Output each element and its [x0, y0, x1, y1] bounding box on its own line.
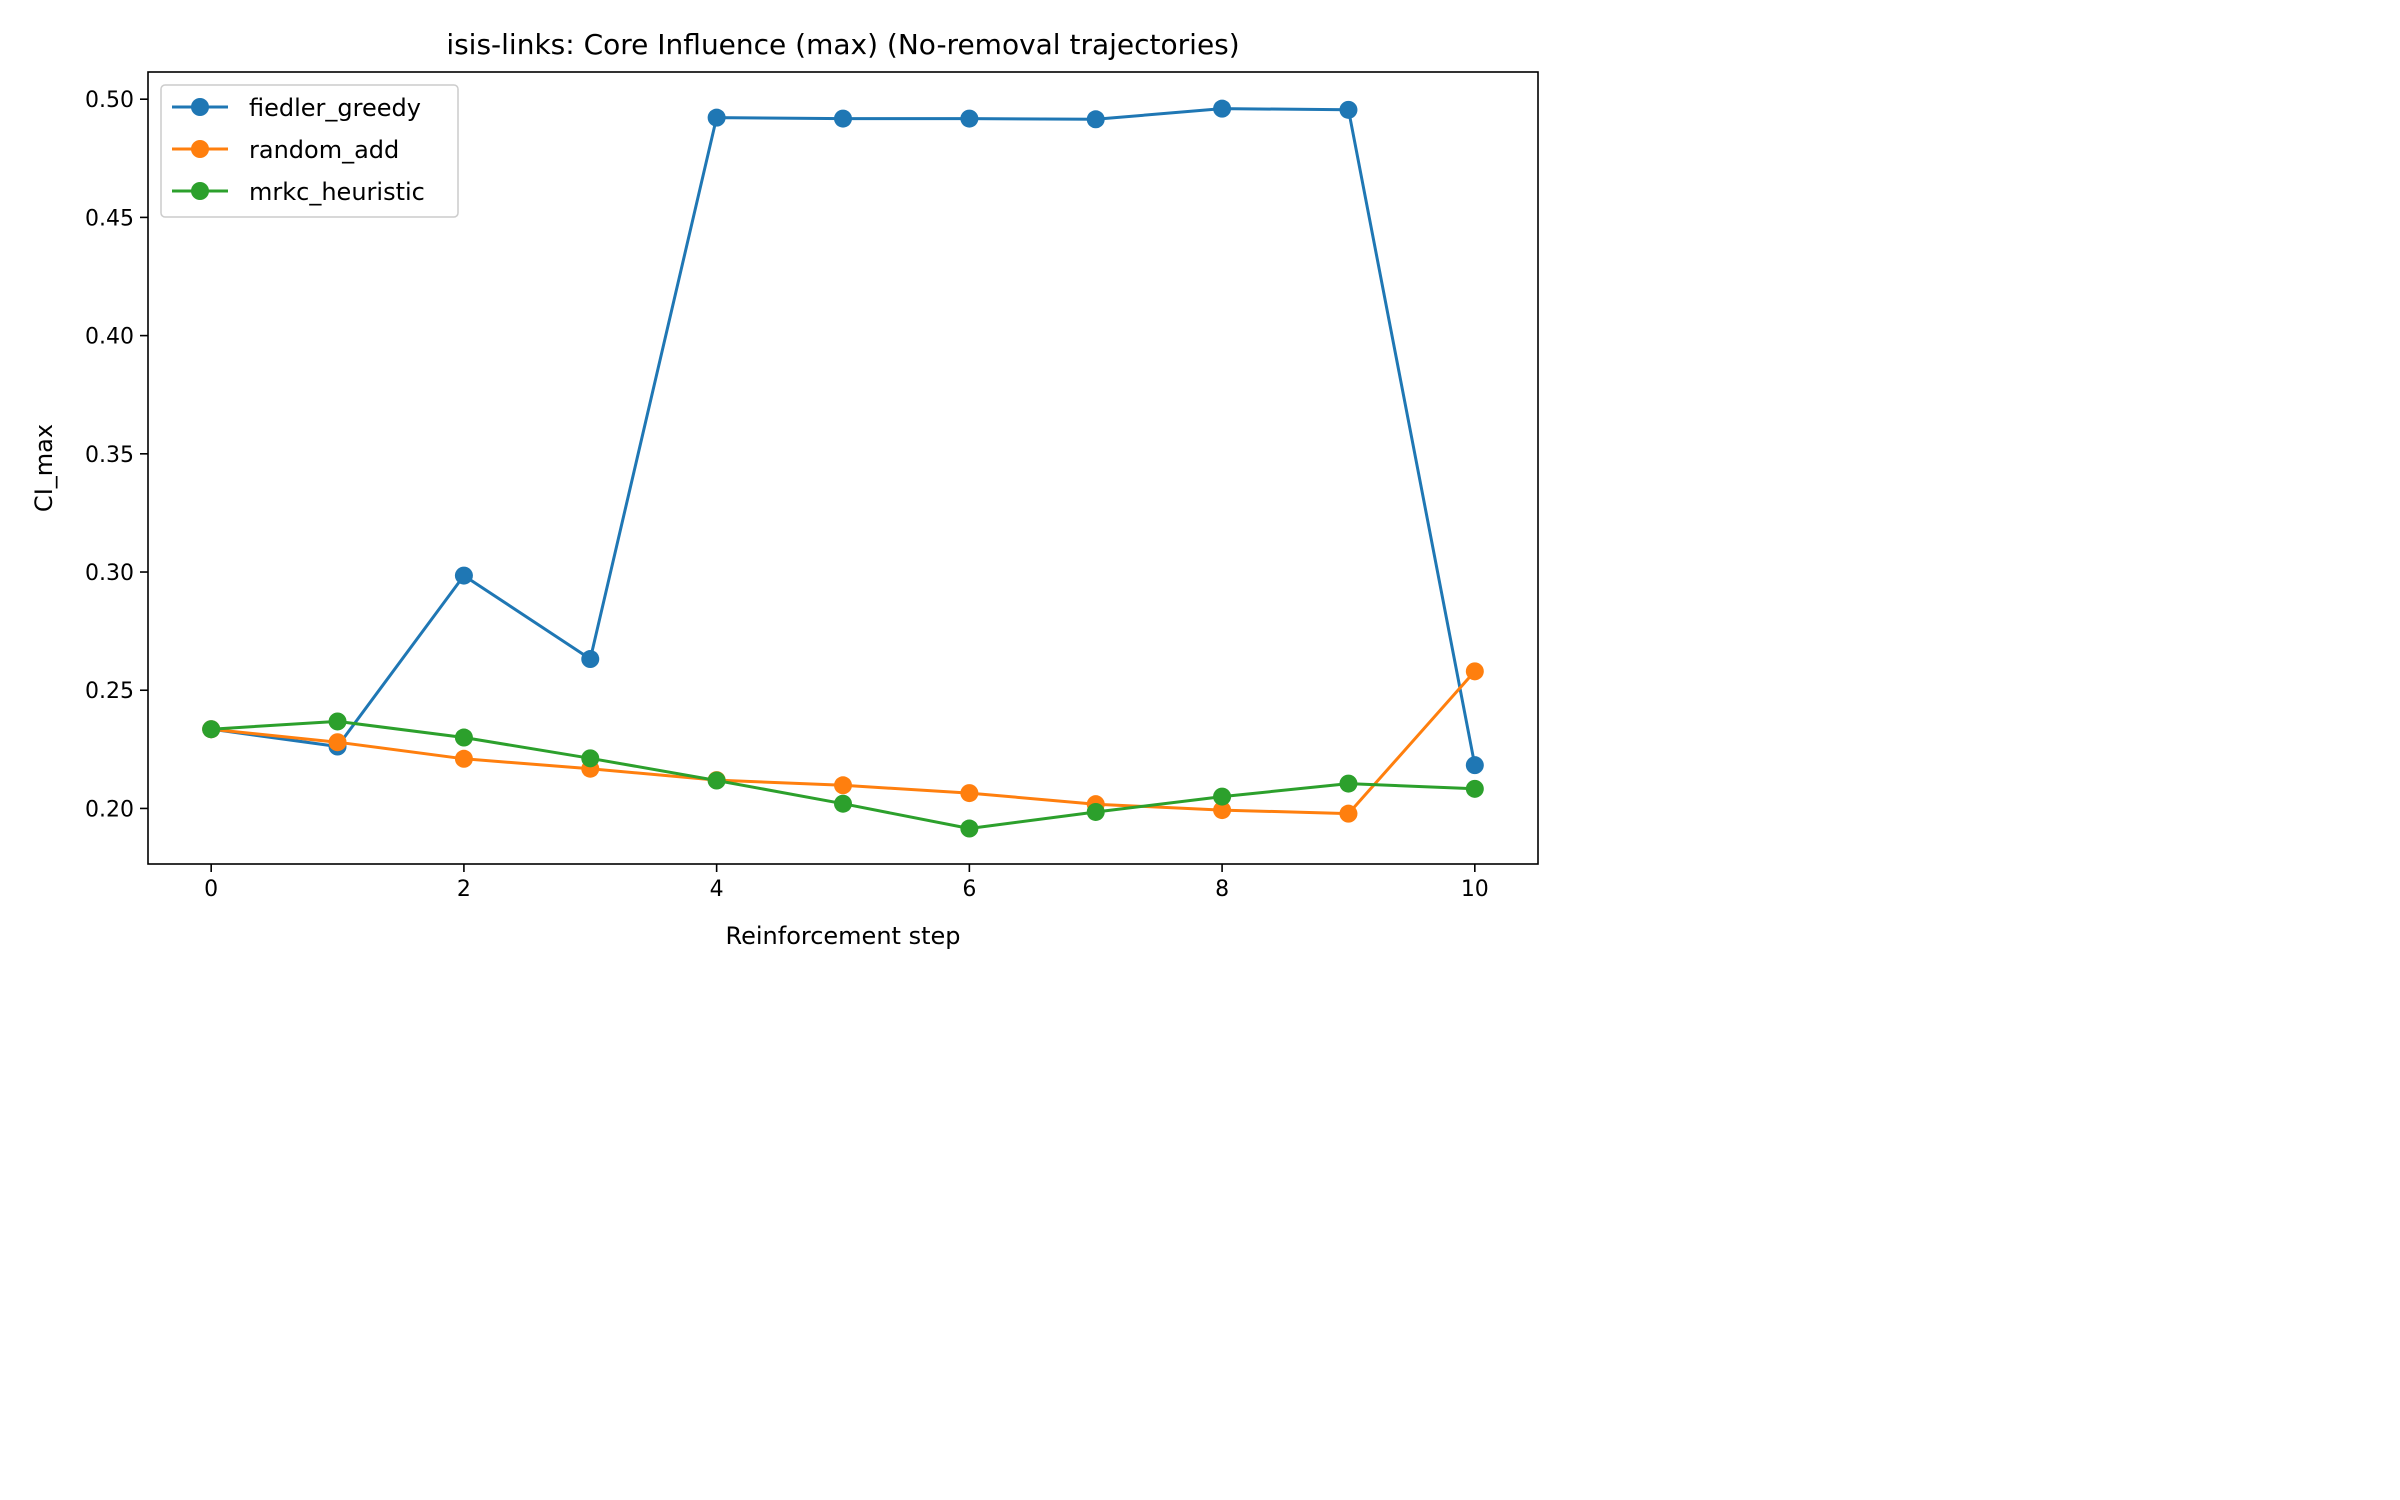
data-point: [1086, 802, 1105, 821]
data-point: [1465, 662, 1484, 681]
x-axis-ticks: 0 2 4 6 8 10: [204, 864, 1489, 902]
legend-marker: [191, 98, 209, 116]
data-point: [1086, 110, 1105, 129]
data-point: [328, 733, 347, 752]
x-tick-label: 6: [962, 877, 976, 902]
y-tick-label: 0.50: [85, 88, 134, 113]
data-point: [454, 749, 473, 768]
legend-label: fiedler_greedy: [249, 94, 421, 122]
series-fiedler_greedy: [202, 99, 1484, 775]
data-point: [707, 771, 726, 790]
series-random_add: [202, 662, 1484, 823]
data-point: [1339, 804, 1358, 823]
legend-label: random_add: [249, 136, 399, 164]
y-tick-label: 0.40: [85, 325, 134, 350]
data-point: [1339, 774, 1358, 793]
data-point: [1213, 801, 1232, 820]
y-tick-label: 0.30: [85, 561, 134, 586]
legend-marker: [191, 140, 209, 158]
data-point: [1465, 756, 1484, 775]
data-point: [581, 749, 600, 768]
data-point: [960, 109, 979, 128]
data-point: [1213, 99, 1232, 118]
legend-entries: fiedler_greedy random_add mrkc_heuristic: [172, 94, 425, 206]
legend: fiedler_greedy random_add mrkc_heuristic: [160, 84, 459, 218]
x-axis-label: Reinforcement step: [726, 922, 961, 950]
chart-title: isis-links: Core Influence (max) (No-rem…: [446, 28, 1239, 61]
x-tick-label: 0: [204, 877, 218, 902]
chart: isis-links: Core Influence (max) (No-rem…: [0, 0, 1560, 975]
x-tick-label: 8: [1215, 877, 1229, 902]
x-tick-label: 2: [457, 877, 471, 902]
data-point: [1213, 787, 1232, 806]
legend-label: mrkc_heuristic: [249, 178, 425, 206]
data-point: [834, 109, 852, 128]
data-point: [328, 712, 347, 731]
series-mrkc_heuristic: [202, 712, 1484, 838]
data-point: [960, 784, 979, 803]
y-tick-label: 0.20: [85, 797, 134, 822]
legend-marker: [191, 182, 209, 200]
series-layer: [202, 99, 1484, 838]
data-point: [454, 728, 473, 747]
data-point: [581, 650, 600, 669]
data-point: [1339, 100, 1358, 119]
x-tick-label: 10: [1461, 877, 1489, 902]
data-point: [202, 720, 221, 739]
data-point: [1465, 779, 1484, 798]
y-tick-label: 0.25: [85, 679, 134, 704]
legend-entry: fiedler_greedy: [172, 94, 421, 122]
y-tick-label: 0.35: [85, 443, 134, 468]
legend-entry: random_add: [172, 136, 399, 164]
data-point: [960, 819, 979, 838]
data-point: [834, 794, 852, 813]
y-tick-label: 0.45: [85, 206, 134, 231]
x-tick-label: 4: [710, 877, 724, 902]
plot-frame: [147, 71, 1539, 865]
y-axis-label: CI_max: [30, 424, 58, 512]
y-axis-ticks: 0.20 0.25 0.30 0.35 0.40 0.45 0.50: [85, 88, 148, 822]
data-point: [834, 776, 852, 795]
data-point: [454, 566, 473, 585]
data-point: [707, 108, 726, 127]
legend-entry: mrkc_heuristic: [172, 178, 425, 206]
legend-box: [160, 84, 459, 218]
